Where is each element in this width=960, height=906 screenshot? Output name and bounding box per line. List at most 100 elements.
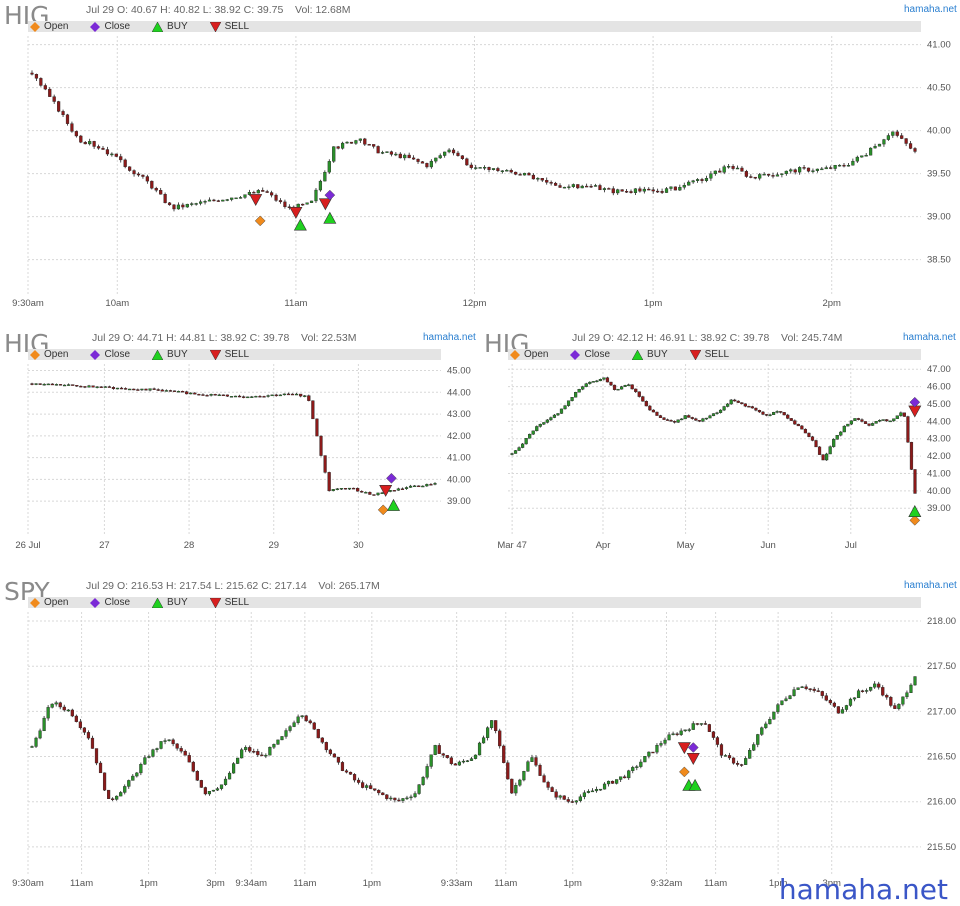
info-volume: Vol: 245.74M (781, 332, 843, 344)
candle (144, 388, 148, 391)
candle (630, 384, 634, 390)
brand-link[interactable]: hamaha.net (423, 332, 476, 343)
candle (38, 383, 42, 386)
candle (892, 418, 896, 422)
candle (846, 423, 850, 427)
candle (491, 168, 496, 171)
candle (128, 166, 132, 172)
candle (167, 739, 171, 742)
candle (369, 782, 373, 790)
candle (647, 187, 651, 191)
brand-link[interactable]: hamaha.net (904, 580, 957, 591)
candle (538, 423, 542, 428)
candle (151, 748, 155, 758)
candle (913, 147, 917, 154)
candle (159, 741, 163, 750)
candle (514, 171, 518, 176)
candle (527, 172, 531, 176)
candle (217, 393, 221, 397)
candle (513, 450, 518, 454)
y-tick-label: 39.00 (927, 212, 951, 223)
brand-link[interactable]: hamaha.net (903, 332, 956, 343)
triangle-up-icon (152, 349, 164, 360)
candle (83, 386, 87, 389)
candle (651, 751, 655, 754)
candlestick-chart[interactable]: 45.00 44.00 43.00 42.00 41.00 40.00 39.00 26 Ju… (0, 328, 480, 568)
candle (372, 494, 376, 496)
candle (343, 488, 348, 490)
info-close: C: 39.78 (249, 332, 290, 344)
candle (545, 177, 549, 185)
candle (336, 756, 341, 765)
legend-close-label: Close (104, 349, 131, 360)
candle (189, 392, 193, 395)
x-tick-label: 9:33am (441, 878, 473, 889)
candle (212, 198, 216, 202)
candle (762, 172, 766, 176)
candle (348, 771, 353, 775)
triangle-up-icon (152, 597, 164, 608)
candle (691, 721, 695, 730)
y-tick-label: 47.00 (927, 364, 951, 375)
triangle-down-icon (689, 349, 701, 360)
candle (240, 747, 244, 759)
candle (287, 204, 291, 210)
candle (786, 413, 790, 420)
candle (656, 188, 660, 193)
y-tick-label: 40.00 (927, 126, 951, 137)
candle (675, 732, 679, 737)
candle (758, 173, 762, 181)
candle (187, 752, 191, 763)
candle (469, 756, 474, 762)
legend-close: Close (90, 349, 130, 360)
candle (339, 488, 343, 490)
candle (197, 393, 201, 396)
legend-bar (508, 349, 921, 360)
candle (376, 145, 380, 154)
candle (278, 198, 283, 204)
candle (582, 790, 586, 800)
candle (713, 170, 717, 176)
x-tick-label: 28 (184, 540, 195, 551)
y-tick-label: 39.50 (927, 169, 951, 180)
candle (655, 743, 659, 755)
candle (536, 177, 540, 182)
info-high: H: 40.82 (160, 4, 200, 16)
candle (486, 726, 490, 741)
close-marker-diamond (687, 742, 699, 753)
candle (461, 759, 466, 764)
candle (802, 165, 806, 170)
candle (43, 83, 47, 91)
candle (354, 139, 358, 145)
x-tick-label: Apr (596, 540, 611, 551)
candle (825, 452, 829, 461)
candle (842, 163, 846, 168)
candle (203, 199, 207, 205)
candle (542, 422, 546, 426)
candle (704, 417, 709, 420)
candle (300, 715, 304, 719)
candle (680, 418, 684, 421)
footer-brand-logo[interactable]: hamaha.net (778, 873, 948, 906)
candle (722, 164, 726, 175)
candlestick-chart[interactable]: 41.00 40.50 40.00 39.50 39.00 38.50 9:30am 10am… (0, 0, 960, 320)
candle (223, 776, 228, 786)
candle (860, 155, 864, 158)
candle (506, 760, 510, 780)
candle (731, 164, 735, 171)
triangle-down-icon (209, 349, 221, 360)
y-tick-label: 41.00 (447, 453, 471, 464)
legend-sell: SELL (209, 349, 249, 360)
brand-link[interactable]: hamaha.net (904, 4, 957, 15)
candle (853, 418, 857, 421)
diamond-icon (570, 349, 581, 360)
candle (615, 779, 619, 785)
candle (602, 187, 606, 193)
candle (320, 737, 324, 744)
candle (669, 419, 673, 422)
candle (292, 720, 296, 728)
candle (784, 696, 788, 702)
candle (522, 770, 526, 782)
candlestick-chart[interactable]: 218.00 217.50 217.00 216.50 216.00 215.50 9:30… (0, 576, 960, 906)
candlestick-chart[interactable]: 47.00 46.00 45.00 44.00 43.00 42.00 41.00 40.00… (480, 328, 960, 568)
